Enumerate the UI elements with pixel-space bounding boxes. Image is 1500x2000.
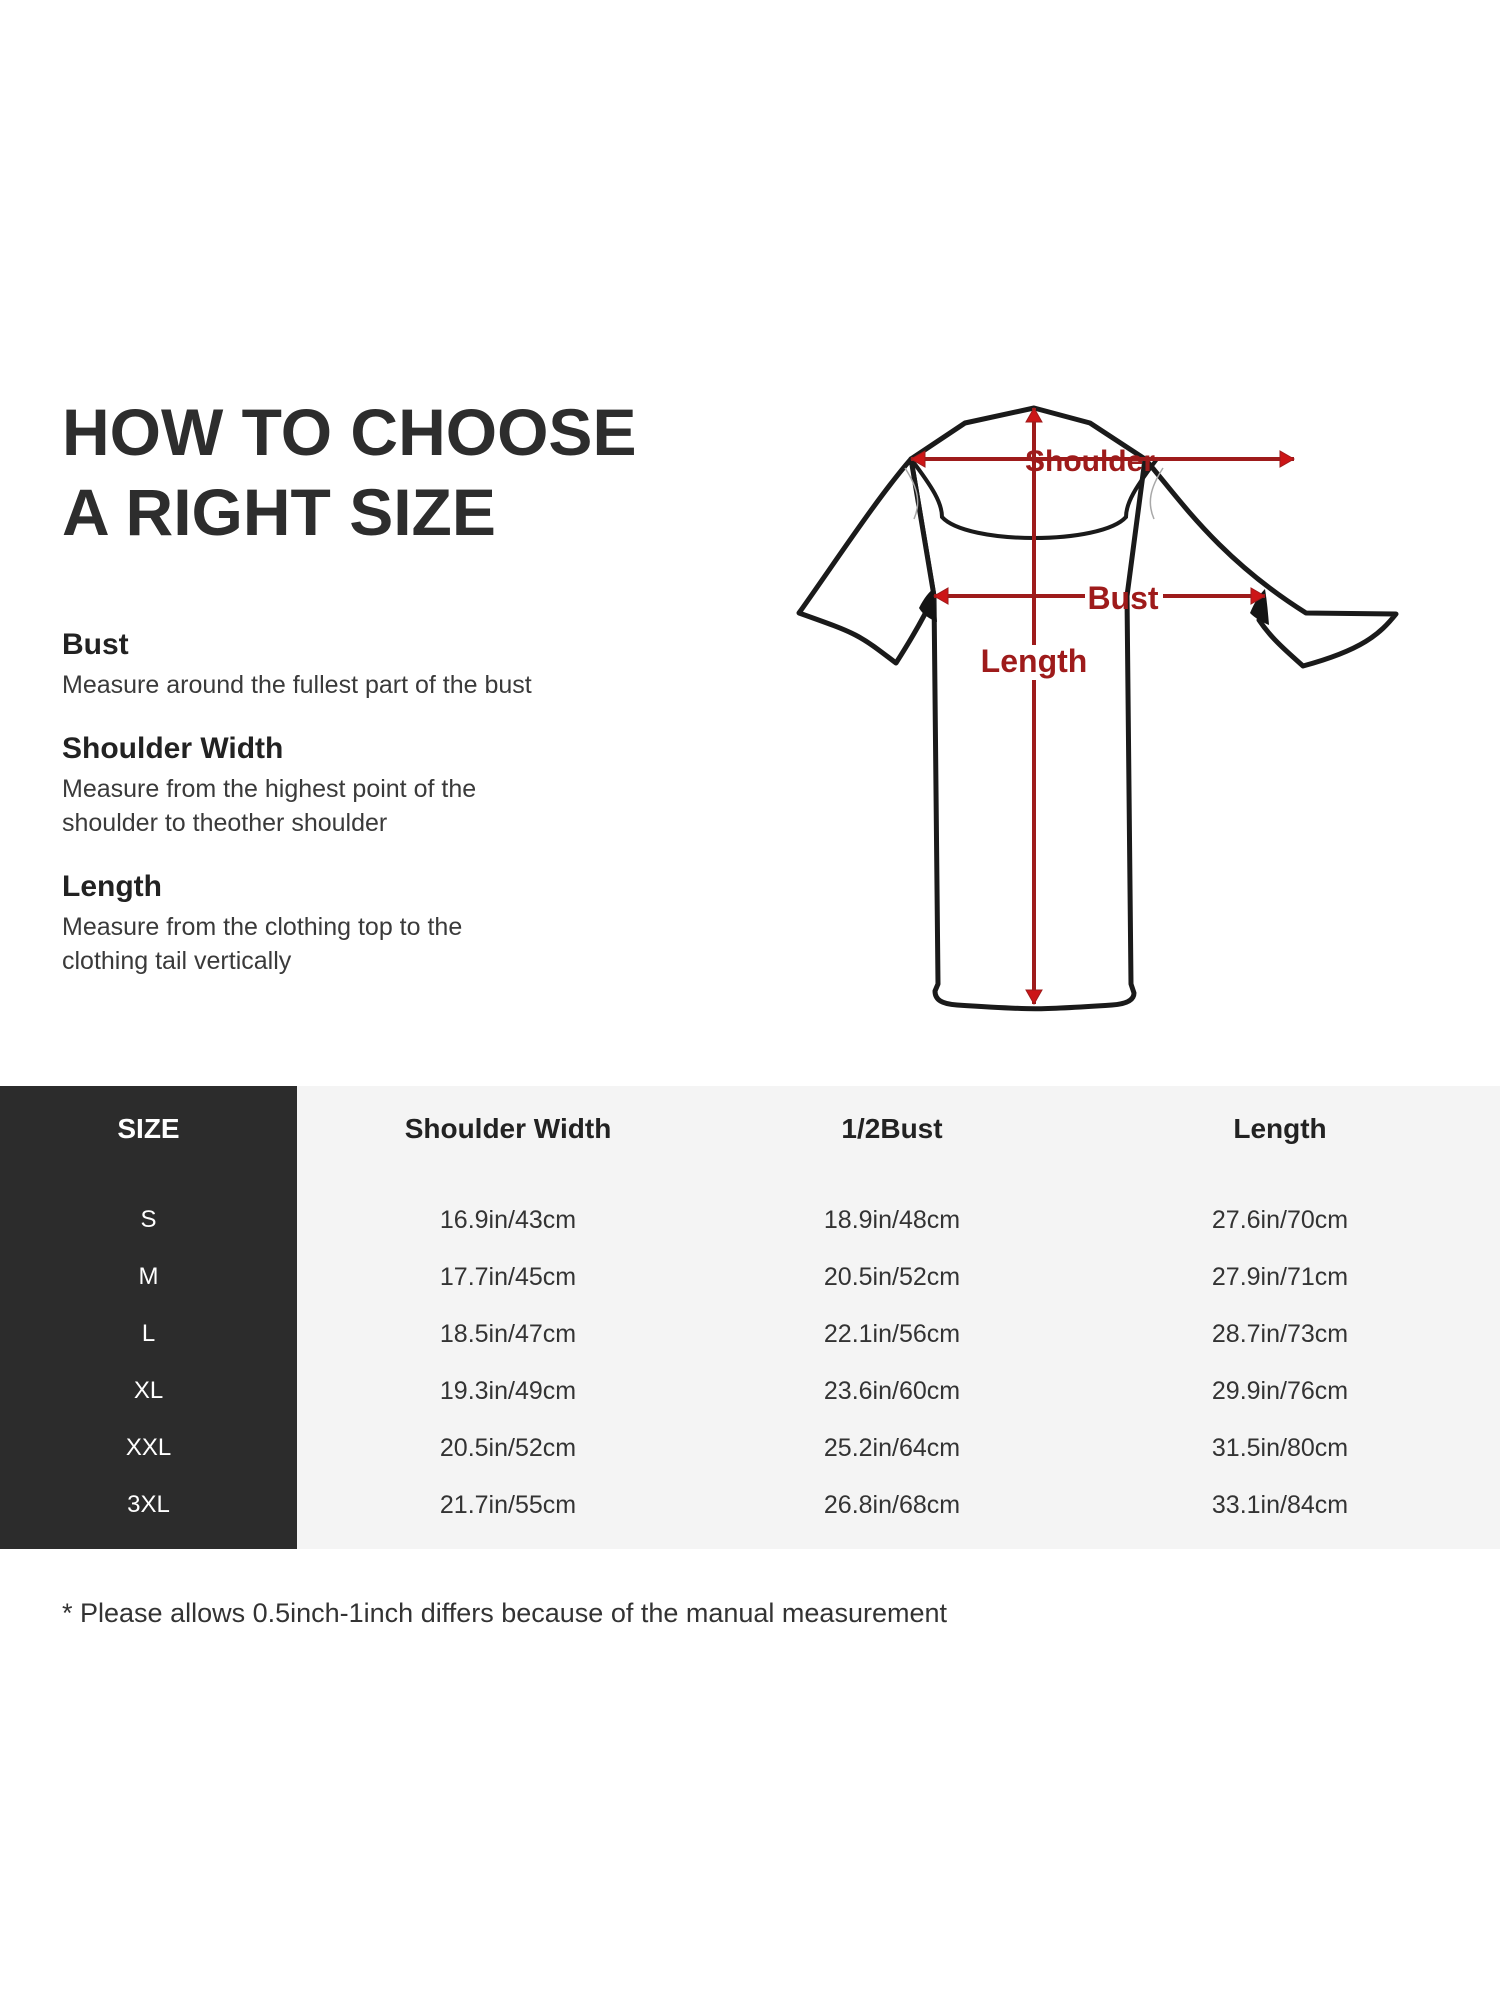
- svg-text:Shoulder: Shoulder: [1025, 445, 1155, 478]
- svg-text:Bust: Bust: [1087, 580, 1158, 616]
- svg-text:Length: Length: [981, 643, 1088, 679]
